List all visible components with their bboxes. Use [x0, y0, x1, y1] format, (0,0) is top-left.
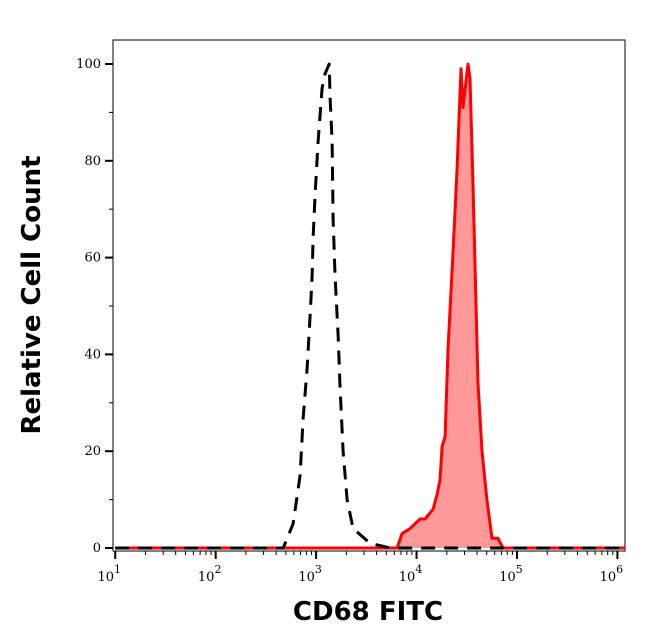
x-tick-exponent: 6 [616, 563, 623, 576]
x-tick-label: 105 [499, 563, 523, 585]
y-tick-label: 20 [84, 444, 101, 459]
y-tick-label: 100 [76, 57, 101, 72]
x-tick-exponent: 5 [516, 563, 523, 576]
x-tick-label: 101 [97, 563, 121, 585]
x-tick-exponent: 3 [315, 563, 322, 576]
y-tick-label: 0 [93, 541, 101, 556]
x-tick-exponent: 1 [114, 563, 121, 576]
x-tick-base: 10 [499, 570, 516, 585]
x-tick-base: 10 [97, 570, 114, 585]
plot-frame [112, 39, 626, 552]
x-tick-exponent: 2 [214, 563, 221, 576]
y-axis-label: Relative Cell Count [17, 155, 47, 434]
x-tick-label: 102 [198, 563, 222, 585]
x-tick-label: 104 [399, 563, 423, 585]
x-tick-base: 10 [198, 570, 215, 585]
x-tick-base: 10 [600, 570, 617, 585]
y-tick-label: 80 [84, 154, 101, 169]
series-fill-1 [115, 64, 625, 548]
series-line-0 [115, 62, 625, 550]
x-tick-base: 10 [399, 570, 416, 585]
y-tick-label: 60 [84, 251, 101, 266]
x-tick-base: 10 [298, 570, 315, 585]
x-tick-label: 106 [600, 563, 624, 585]
y-tick-label: 40 [84, 347, 101, 362]
x-axis-label: CD68 FITC [293, 597, 443, 627]
series-line-1 [115, 62, 625, 550]
x-tick-exponent: 4 [415, 563, 422, 576]
x-tick-label: 103 [298, 563, 322, 585]
